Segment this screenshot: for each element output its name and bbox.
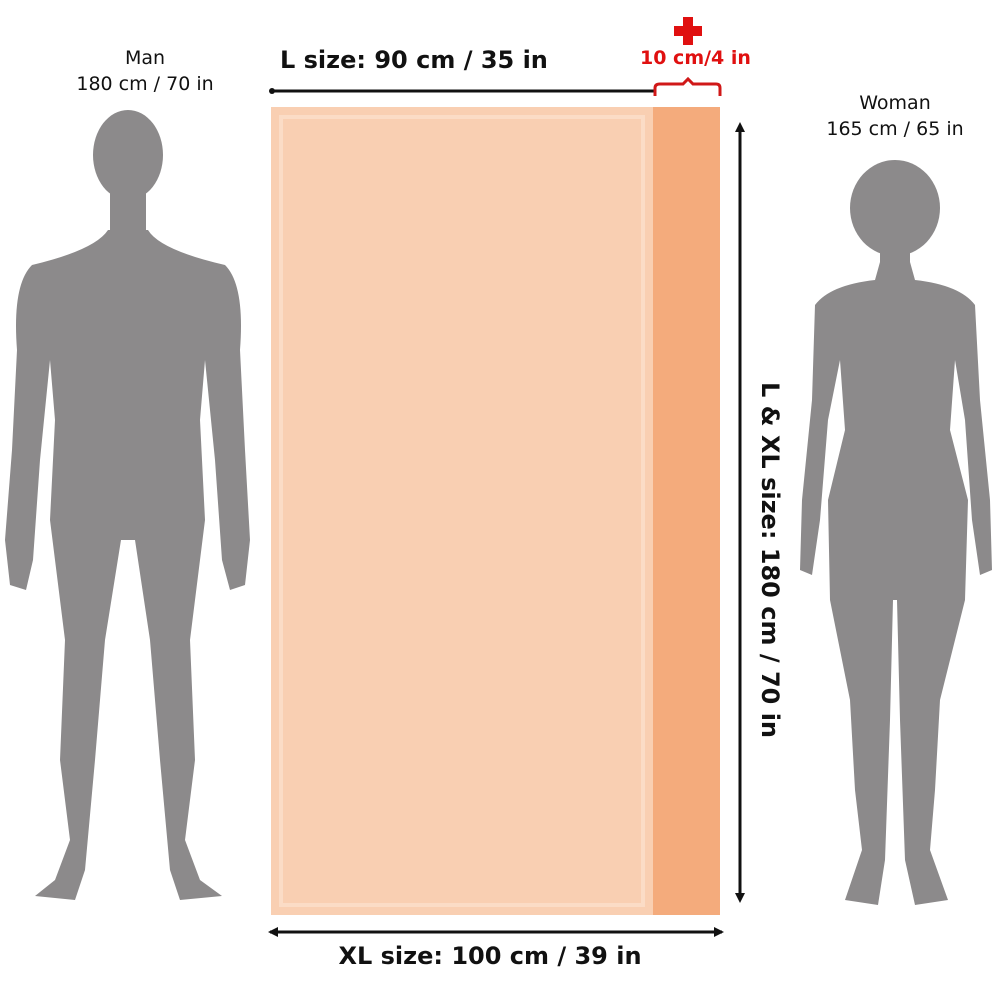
- woman-label: Woman: [859, 92, 931, 114]
- towel-inner-border: [279, 115, 645, 907]
- l-width-label: L size: 90 cm / 35 in: [280, 46, 548, 74]
- towel-extra-width: [653, 107, 720, 915]
- extra-width-label: 10 cm/4 in: [640, 47, 751, 69]
- man-label: Man: [124, 47, 166, 69]
- towel-l-size: [271, 107, 653, 915]
- man-silhouette: [5, 110, 250, 900]
- woman-height: 165 cm / 65 in: [826, 118, 964, 140]
- length-label: L & XL size: 180 cm / 70 in: [756, 381, 784, 739]
- extra-bracket: [653, 76, 722, 96]
- xl-width-label: XL size: 100 cm / 39 in: [338, 942, 642, 970]
- plus-icon: [674, 17, 702, 45]
- man-height: 180 cm / 70 in: [76, 73, 214, 95]
- woman-label-block: Woman 165 cm / 65 in: [810, 90, 980, 142]
- man-label-block: Man 180 cm / 70 in: [60, 45, 230, 97]
- woman-silhouette: [800, 160, 992, 905]
